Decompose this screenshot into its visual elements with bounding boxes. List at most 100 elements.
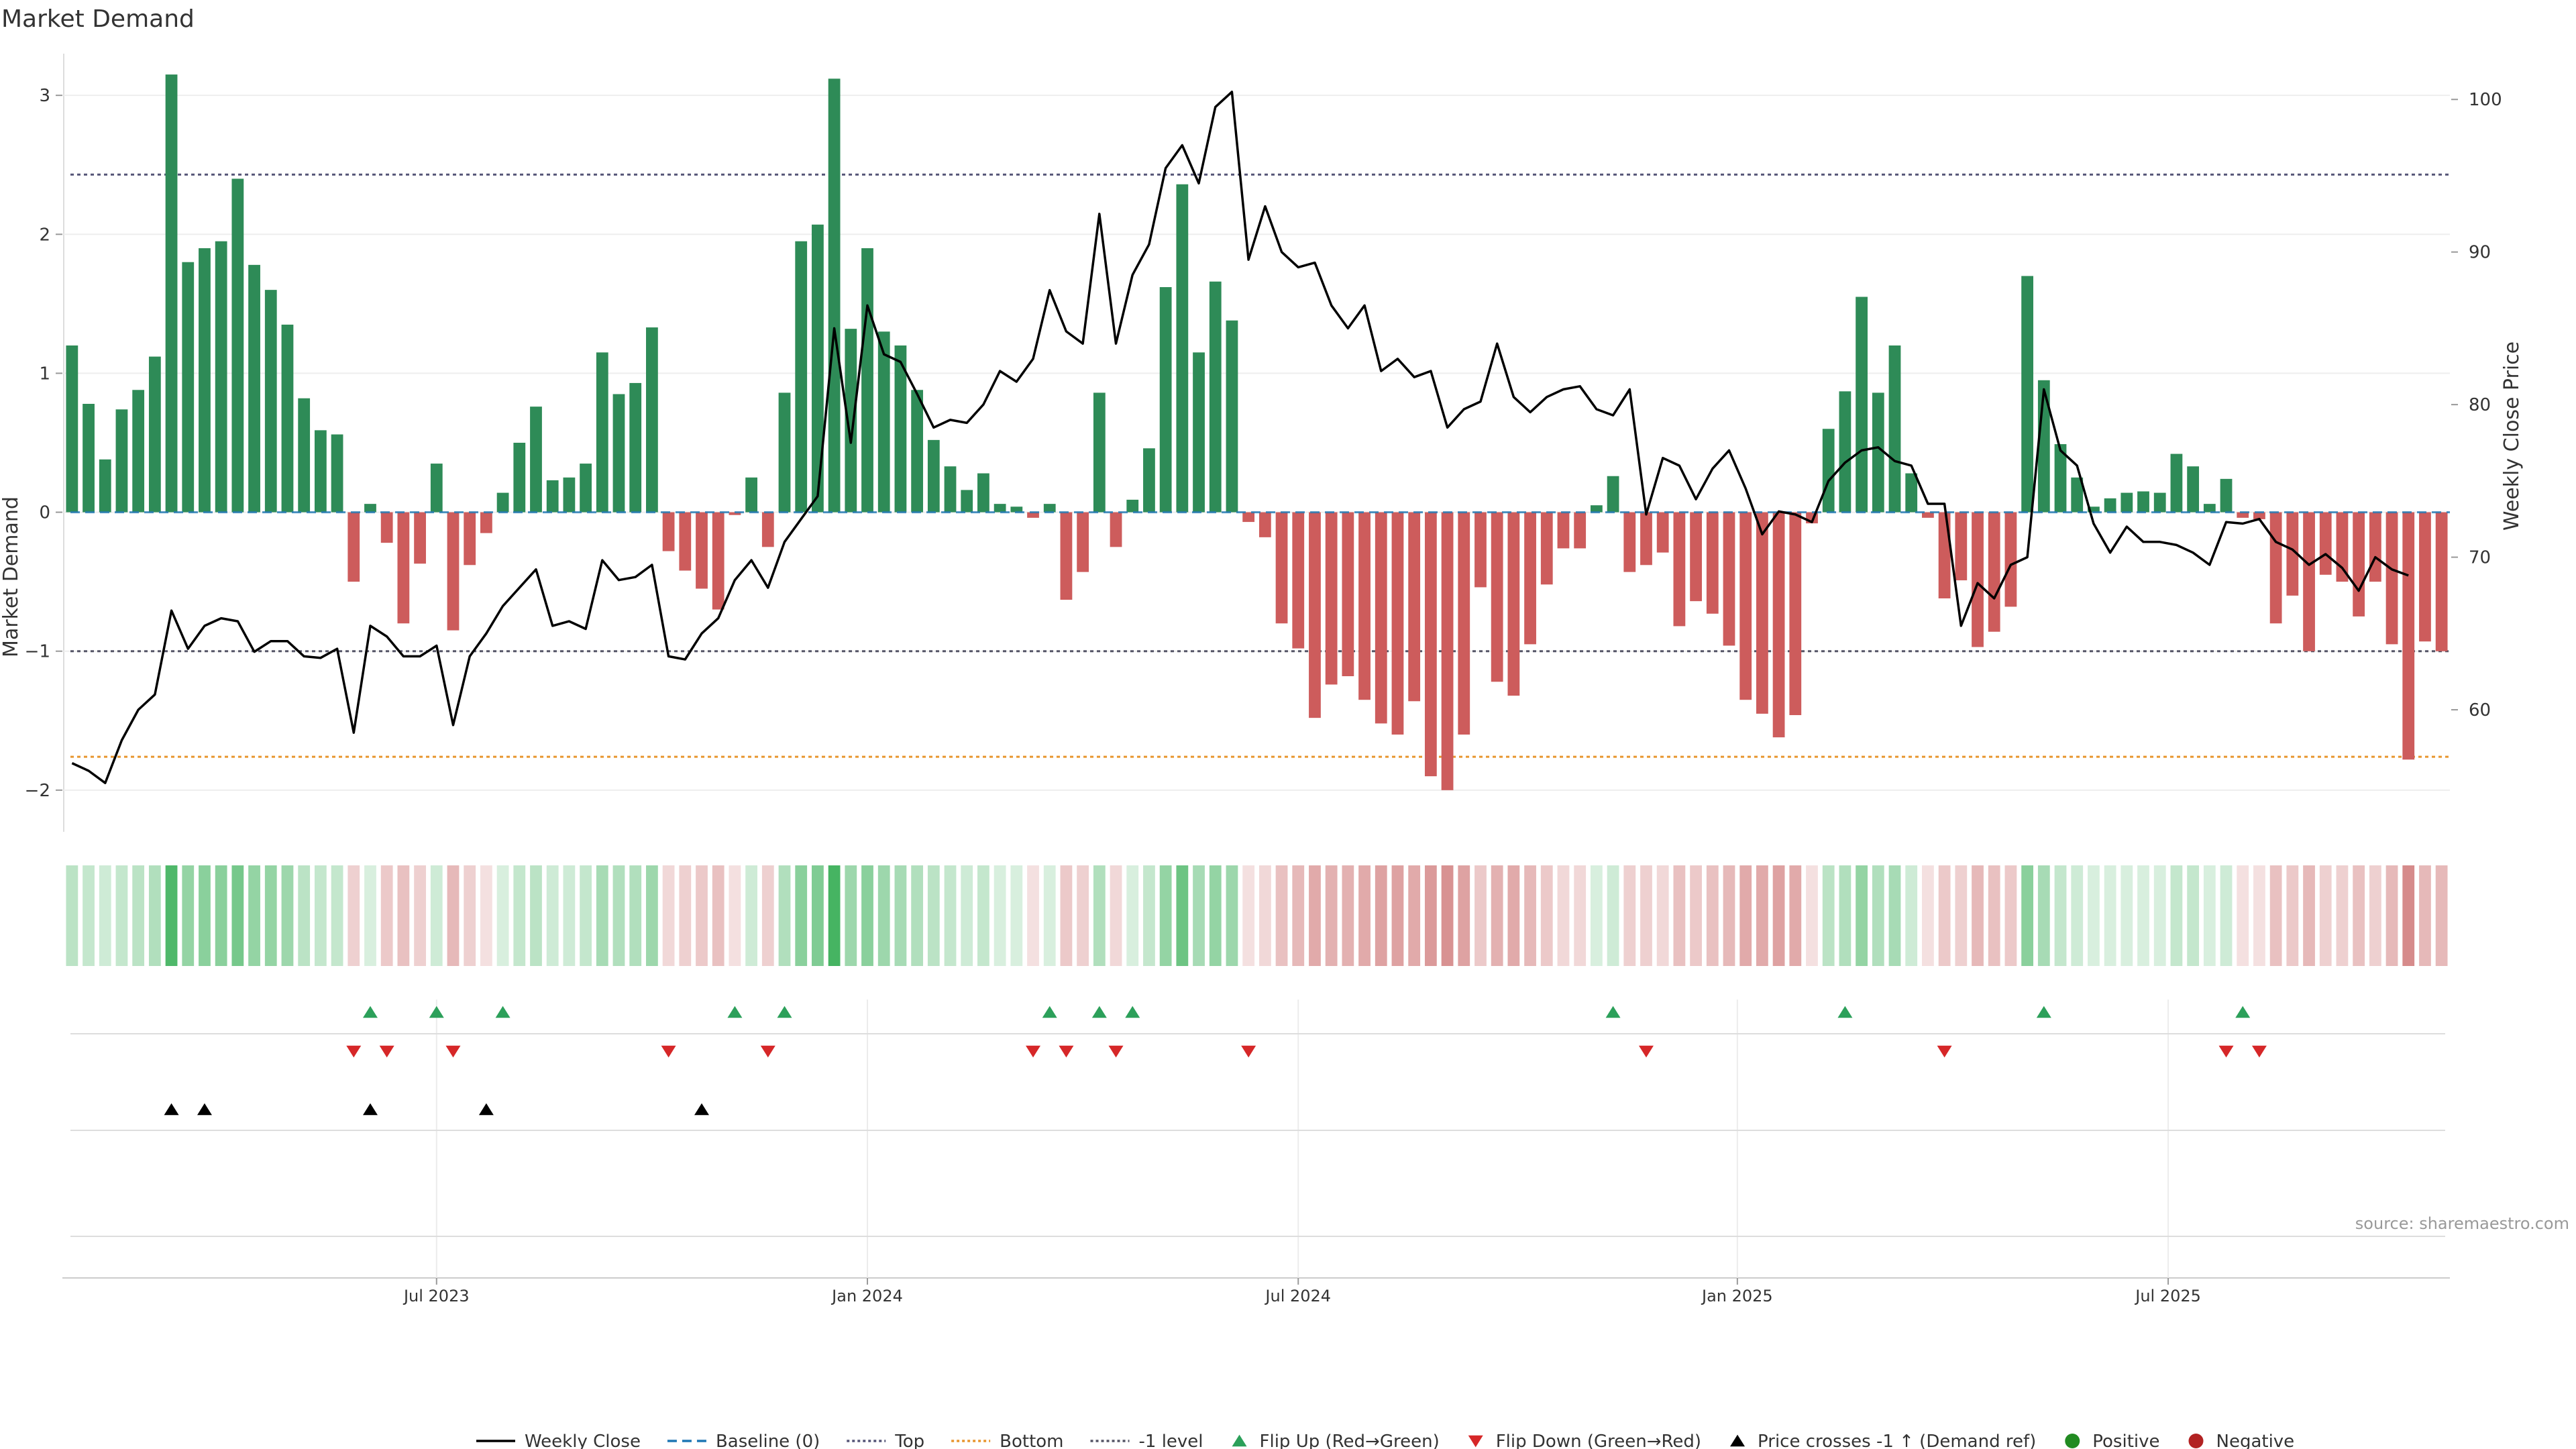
heat-strip-cell (612, 865, 625, 966)
heat-strip-cell (480, 865, 492, 966)
flip-down-marker (661, 1045, 676, 1058)
demand-bar (182, 262, 195, 513)
heat-strip-cell (894, 865, 907, 966)
demand-bar (961, 490, 973, 513)
heat-strip-cell (1010, 865, 1023, 966)
flip-down-marker (379, 1045, 394, 1058)
demand-bar (1789, 512, 1802, 715)
demand-bar (1010, 506, 1023, 513)
heat-strip-cell (1789, 865, 1802, 966)
flip-down-marker (346, 1045, 362, 1058)
legend-item: Flip Down (Green→Red) (1496, 1432, 1701, 1449)
demand-bar (1143, 448, 1155, 513)
demand-bar (2435, 512, 2448, 651)
heat-strip-cell (2004, 865, 2017, 966)
demand-bar (712, 512, 724, 610)
heat-strip-cell (1093, 865, 1106, 966)
heat-strip-cell (447, 865, 460, 966)
demand-bar (1358, 512, 1371, 700)
heat-strip-cell (961, 865, 973, 966)
demand-bar (2187, 466, 2200, 513)
demand-bar (1590, 505, 1603, 513)
heat-strip-cell (546, 865, 559, 966)
demand-bar (2071, 477, 2084, 513)
demand-bar (2203, 504, 2216, 513)
heat-strip-cell (1656, 865, 1669, 966)
demand-bar (646, 327, 658, 513)
demand-bar (1972, 512, 1984, 647)
heat-strip-cell (1690, 865, 1702, 966)
heat-strip-cell (2137, 865, 2149, 966)
flip-down-marker (1108, 1045, 1124, 1058)
demand-bar (380, 512, 393, 543)
heat-strip-cell (1126, 865, 1139, 966)
heat-strip-cell (2021, 865, 2034, 966)
heat-strip-cell (182, 865, 195, 966)
heat-strip-cell (380, 865, 393, 966)
heat-strip-cell (1507, 865, 1520, 966)
heat-strip-cell (845, 865, 857, 966)
flip-down-marker (2251, 1045, 2267, 1058)
demand-bar (1557, 512, 1570, 549)
demand-bar (115, 409, 128, 513)
demand-bar (1126, 499, 1139, 513)
heat-strip-cell (861, 865, 873, 966)
heat-strip-cell (1772, 865, 1785, 966)
demand-bar (1408, 512, 1421, 702)
heat-strip-cell (1524, 865, 1536, 966)
heat-strip-cell (132, 865, 145, 966)
heat-strip-cell (1988, 865, 2000, 966)
heat-strip-cell (977, 865, 989, 966)
heat-strip-cell (1673, 865, 1686, 966)
legend-label: Bottom (1000, 1432, 1063, 1449)
heat-strip-cell (2121, 865, 2133, 966)
demand-bar (1856, 297, 1868, 513)
heat-strip-cell (115, 865, 128, 966)
right-tick-label: 90 (2469, 243, 2491, 263)
demand-bar (2004, 512, 2017, 607)
right-axis-label: Weekly Close Price (2500, 341, 2524, 531)
legend-label: Flip Up (Red→Green) (1260, 1432, 1440, 1449)
demand-bar (1922, 512, 1934, 518)
heat-strip-cell (2336, 865, 2349, 966)
heat-strip-cell (99, 865, 111, 966)
demand-bar (1607, 476, 1619, 513)
demand-bar (1424, 512, 1437, 777)
price-cross-marker (197, 1103, 212, 1116)
flip-up-marker (1042, 1006, 1057, 1018)
demand-bar (1193, 352, 1205, 513)
demand-bar (2353, 512, 2365, 616)
demand-bar (1507, 512, 1520, 696)
heat-strip-cell (2170, 865, 2183, 966)
demand-bar (861, 248, 873, 513)
demand-bar (977, 473, 989, 513)
demand-bar (1706, 512, 1719, 614)
heat-strip-cell (563, 865, 576, 966)
demand-bar (1292, 512, 1305, 649)
heat-strip-cell (1226, 865, 1238, 966)
price-cross-marker (478, 1103, 494, 1116)
demand-bar (1756, 512, 1768, 714)
demand-bar (496, 492, 509, 513)
heat-strip-cell (1242, 865, 1255, 966)
flip-down-marker (1059, 1045, 1074, 1058)
heat-strip-cell (2353, 865, 2365, 966)
heat-strip-cell (1391, 865, 1404, 966)
heat-strip-cell (1077, 865, 1089, 966)
demand-bar (1656, 512, 1669, 553)
right-tick-label: 80 (2469, 395, 2491, 415)
demand-bar (1690, 512, 1702, 602)
heat-strip-cell (1441, 865, 1454, 966)
x-tick-label: Jan 2024 (830, 1287, 903, 1305)
demand-bar (1060, 512, 1073, 600)
heat-strip-cell (2303, 865, 2315, 966)
demand-bar (2121, 492, 2133, 513)
demand-bar (2104, 498, 2116, 513)
demand-bar (563, 477, 576, 513)
flip-down-marker (760, 1045, 775, 1058)
right-tick-label: 100 (2469, 90, 2502, 110)
x-tick-label: Jul 2025 (2134, 1287, 2201, 1305)
heat-strip-cell (646, 865, 658, 966)
heat-strip-cell (1110, 865, 1122, 966)
